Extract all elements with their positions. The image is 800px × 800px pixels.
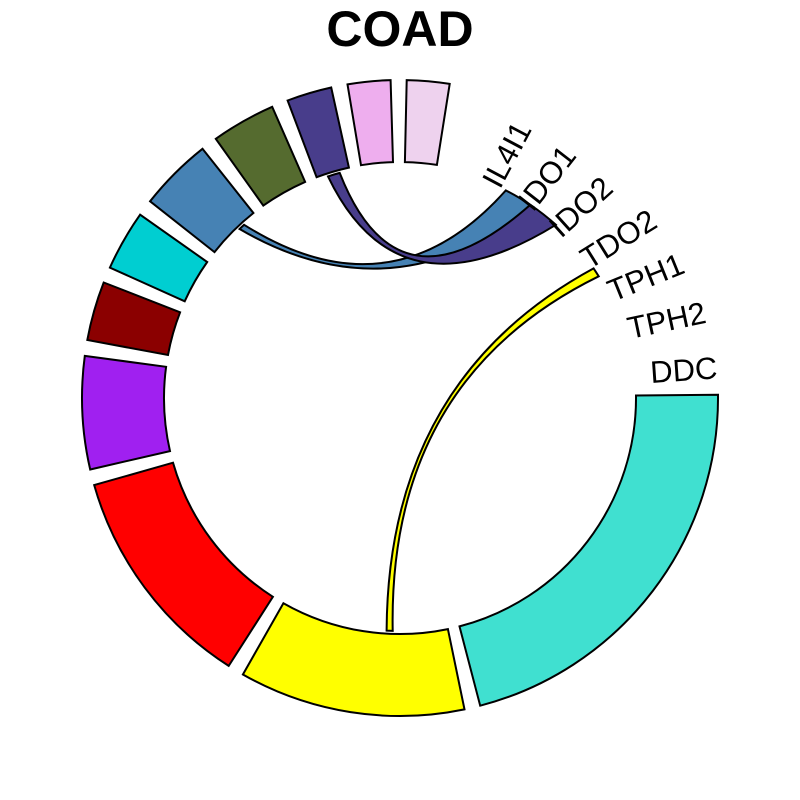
- sector-red: [92, 461, 275, 668]
- sector-olive: [214, 105, 307, 207]
- gene-label-group: IL4I1 IDO1 IDO2 TDO2 TPH1 TPH2 DDC: [475, 116, 718, 390]
- sector-purple: [81, 354, 172, 471]
- sector-steelblue: [148, 147, 255, 254]
- gene-label-ddc: DDC: [649, 350, 718, 390]
- sector-darkred: [86, 281, 182, 357]
- gene-label-tph2: TPH2: [624, 295, 709, 346]
- sector-darkslateblue: [286, 86, 351, 179]
- sector-violet: [346, 79, 395, 167]
- sector-turquoise: [458, 393, 720, 707]
- ribbon-group: [237, 171, 601, 632]
- sector-yellow: [241, 601, 466, 717]
- sector-thistle: [403, 79, 451, 167]
- ribbon-yellow-tph1: [385, 267, 601, 632]
- ribbon-darkslateblue-ido2: [326, 171, 558, 265]
- sector-cyan: [108, 213, 209, 303]
- diagram-title: COAD: [326, 1, 473, 57]
- sector-group: [81, 79, 720, 717]
